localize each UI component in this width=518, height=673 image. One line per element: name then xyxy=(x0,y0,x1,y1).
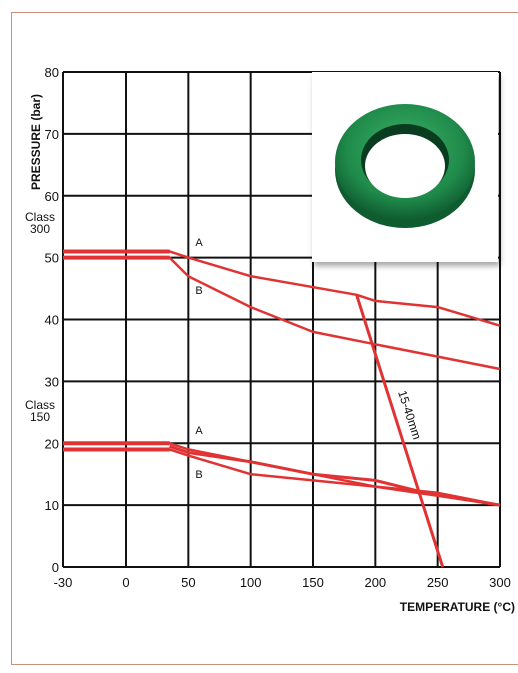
y-tick-label: 50 xyxy=(45,251,59,266)
y-axis-title: PRESSURE (bar) xyxy=(29,94,43,190)
y-tick-label: 0 xyxy=(52,560,59,575)
class-label: Class xyxy=(25,210,55,224)
series-label: B xyxy=(195,469,202,481)
x-axis-title: TEMPERATURE (°C) xyxy=(400,600,515,614)
x-tick-label: 100 xyxy=(240,575,262,590)
curve-line xyxy=(63,250,501,327)
x-tick-label: 300 xyxy=(489,575,511,590)
curve-line xyxy=(63,256,501,371)
y-tick-label: 20 xyxy=(45,436,59,451)
class-label: Class xyxy=(25,398,55,412)
x-tick-label: 150 xyxy=(302,575,324,590)
x-tick-label: -30 xyxy=(54,575,73,590)
curves xyxy=(63,249,501,568)
curve-line xyxy=(169,444,501,507)
y-tick-label: 60 xyxy=(45,189,59,204)
inset-photo xyxy=(312,72,498,262)
x-tick-label: 200 xyxy=(364,575,386,590)
y-tick-label: 30 xyxy=(45,374,59,389)
curve-line xyxy=(355,294,445,568)
class-label: 150 xyxy=(30,410,50,424)
curve-line xyxy=(63,448,501,507)
x-tick-label: 0 xyxy=(122,575,129,590)
series-label: B xyxy=(195,285,202,297)
class-label: 300 xyxy=(30,222,50,236)
y-tick-label: 70 xyxy=(45,127,59,142)
series-label: A xyxy=(195,237,203,249)
y-tick-label: 80 xyxy=(45,65,59,80)
y-tick-label: 10 xyxy=(45,498,59,513)
x-tick-label: 50 xyxy=(181,575,195,590)
green-ring-seal-icon xyxy=(335,104,475,228)
x-tick-label: 250 xyxy=(427,575,449,590)
series-label: A xyxy=(195,425,203,437)
y-tick-label: 40 xyxy=(45,313,59,328)
